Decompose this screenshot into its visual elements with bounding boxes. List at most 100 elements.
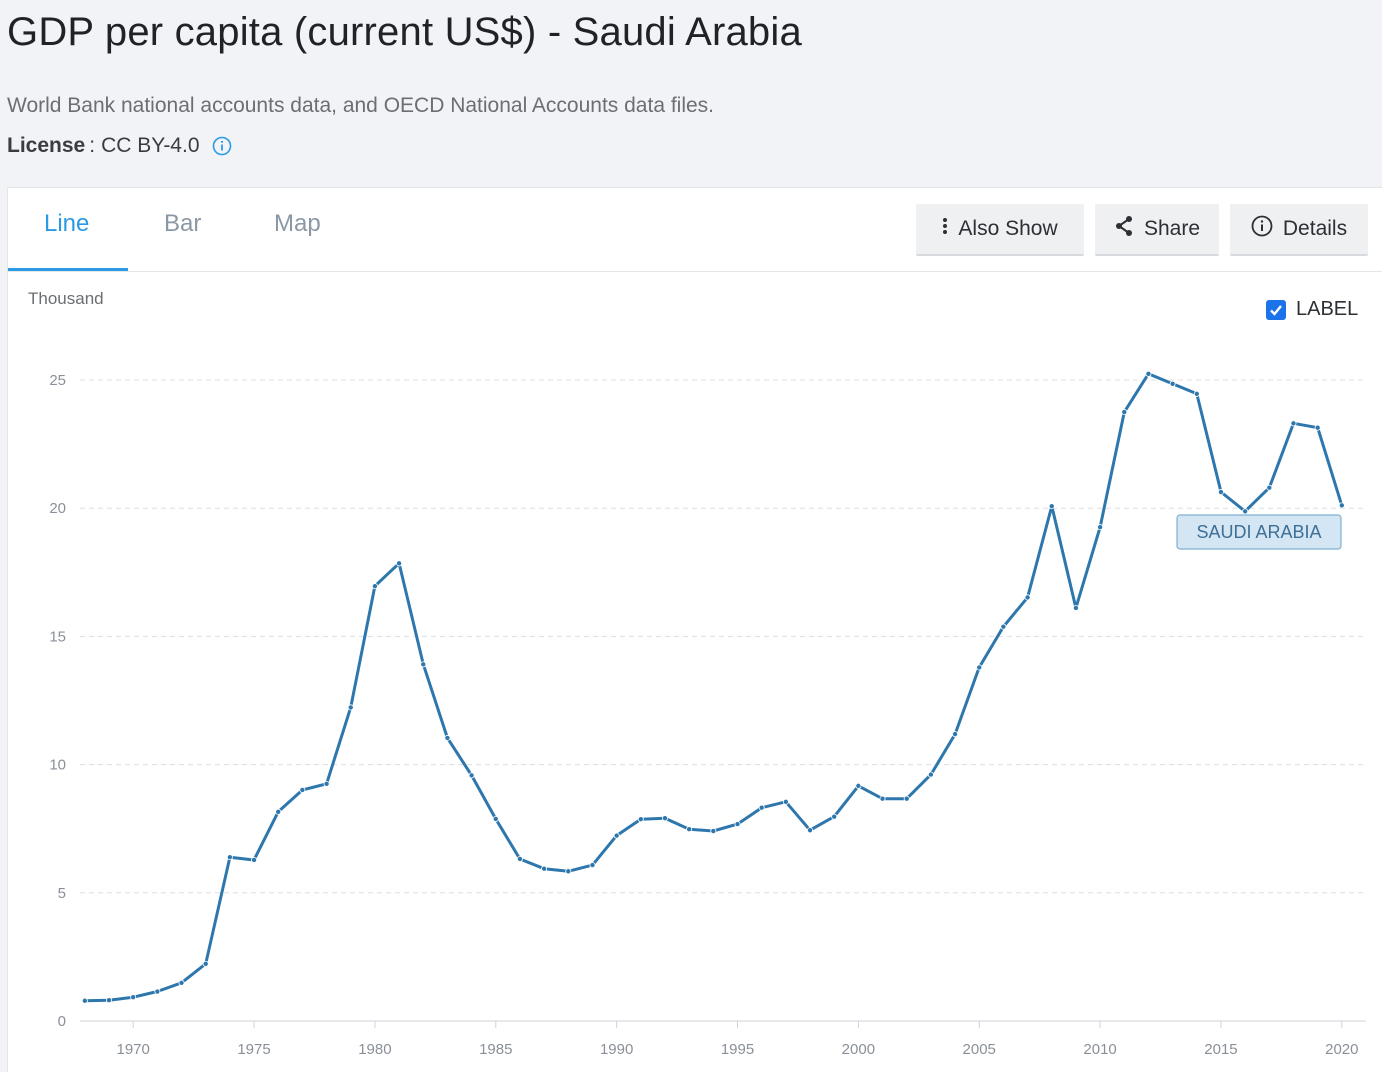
source-note: World Bank national accounts data, and O… xyxy=(7,94,715,117)
data-point[interactable] xyxy=(154,988,161,995)
x-tick-label: 2000 xyxy=(842,1041,875,1058)
data-point[interactable] xyxy=(1193,390,1200,397)
license-value: CC BY-4.0 xyxy=(101,134,200,157)
data-point[interactable] xyxy=(492,815,499,822)
data-point[interactable] xyxy=(710,828,717,835)
data-point[interactable] xyxy=(1217,489,1224,496)
data-point[interactable] xyxy=(758,804,765,811)
also-show-button[interactable]: Also Show xyxy=(916,204,1084,256)
x-tick-label: 1990 xyxy=(600,1041,633,1058)
data-point[interactable] xyxy=(903,795,910,802)
data-point[interactable] xyxy=(1048,503,1055,510)
data-point[interactable] xyxy=(81,997,88,1004)
data-point[interactable] xyxy=(130,994,137,1001)
share-icon xyxy=(1114,215,1134,243)
share-button[interactable]: Share xyxy=(1095,204,1219,256)
series-label-badge: SAUDI ARABIA xyxy=(1176,514,1342,550)
data-point[interactable] xyxy=(371,583,378,590)
data-point[interactable] xyxy=(275,808,282,815)
data-point[interactable] xyxy=(613,832,620,839)
series-badge-box xyxy=(1176,514,1342,550)
data-point[interactable] xyxy=(589,862,596,869)
data-point[interactable] xyxy=(251,856,258,863)
tab-bar[interactable]: Bar xyxy=(164,210,202,237)
data-point[interactable] xyxy=(1097,524,1104,531)
y-tick-label: 5 xyxy=(58,885,66,902)
license-label: License xyxy=(7,134,86,157)
data-point[interactable] xyxy=(976,664,983,671)
data-point[interactable] xyxy=(952,731,959,738)
line-chart: Thousand 0 5 10 15 20 25 1970 1975 1980 1985 1990… xyxy=(28,289,1366,1058)
data-point[interactable] xyxy=(202,960,209,967)
data-point[interactable] xyxy=(347,704,354,711)
x-tick-label: 2005 xyxy=(963,1041,996,1058)
y-tick-label: 25 xyxy=(49,372,66,389)
data-point[interactable] xyxy=(637,816,644,823)
label-toggle[interactable]: LABEL xyxy=(1266,298,1358,321)
data-point[interactable] xyxy=(879,795,886,802)
gridlines xyxy=(80,379,1366,894)
x-tick-label: 2010 xyxy=(1083,1041,1116,1058)
data-point[interactable] xyxy=(420,661,427,668)
also-show-label: Also Show xyxy=(958,217,1058,240)
data-point[interactable] xyxy=(1338,502,1345,509)
data-point[interactable] xyxy=(516,855,523,862)
x-tick-label: 1970 xyxy=(116,1041,149,1058)
series-line xyxy=(84,372,1344,1003)
data-point[interactable] xyxy=(927,771,934,778)
data-point[interactable] xyxy=(1121,409,1128,416)
tab-line[interactable]: Line xyxy=(44,210,90,237)
data-point[interactable] xyxy=(226,854,233,861)
details-button[interactable]: Details xyxy=(1230,204,1368,256)
info-icon[interactable] xyxy=(212,136,232,156)
chart-tabs: Line Bar Map Also Show Share xyxy=(8,188,1382,272)
data-point[interactable] xyxy=(1266,484,1273,491)
data-point[interactable] xyxy=(565,868,572,875)
y-tick-label: 15 xyxy=(49,628,66,645)
y-axis-unit-label: Thousand xyxy=(28,289,104,308)
data-point[interactable] xyxy=(1242,508,1249,515)
data-point[interactable] xyxy=(1072,604,1079,611)
page-title: GDP per capita (current US$) - Saudi Ara… xyxy=(7,10,802,54)
y-tick-label: 20 xyxy=(49,500,66,517)
data-point[interactable] xyxy=(106,997,113,1004)
y-axis: 0 5 10 15 20 25 xyxy=(49,372,66,1030)
active-tab-indicator xyxy=(8,268,128,271)
data-point[interactable] xyxy=(686,826,693,833)
data-point[interactable] xyxy=(807,827,814,834)
data-point[interactable] xyxy=(299,786,306,793)
license-row: License : CC BY-4.0 xyxy=(7,134,232,158)
data-point[interactable] xyxy=(444,734,451,741)
y-tick-label: 10 xyxy=(49,757,66,774)
data-point[interactable] xyxy=(178,979,185,986)
data-point[interactable] xyxy=(734,821,741,828)
data-point[interactable] xyxy=(1314,424,1321,431)
y-tick-label: 0 xyxy=(58,1013,66,1030)
label-toggle-text: LABEL xyxy=(1296,298,1359,320)
x-tick-label: 2020 xyxy=(1325,1041,1358,1058)
data-point[interactable] xyxy=(831,813,838,820)
more-vertical-icon xyxy=(942,217,948,241)
chart-card: Line Bar Map Also Show Share xyxy=(7,187,1382,1072)
data-point[interactable] xyxy=(396,560,403,567)
x-axis: 1970 1975 1980 1985 1990 1995 2000 2005 2010 2015… xyxy=(80,1020,1366,1058)
data-point[interactable] xyxy=(1145,370,1152,377)
data-point[interactable] xyxy=(1000,623,1007,630)
label-checkbox[interactable] xyxy=(1266,299,1286,320)
data-point[interactable] xyxy=(782,798,789,805)
series-badge-text: SAUDI ARABIA xyxy=(1196,522,1321,542)
data-point[interactable] xyxy=(855,782,862,789)
license-separator: : xyxy=(89,134,96,157)
tab-map[interactable]: Map xyxy=(274,210,321,237)
x-tick-label: 2015 xyxy=(1204,1041,1237,1058)
series-saudi-arabia xyxy=(81,370,1345,1004)
x-tick-label: 1980 xyxy=(358,1041,391,1058)
data-point[interactable] xyxy=(323,780,330,787)
data-point[interactable] xyxy=(1169,380,1176,387)
data-point[interactable] xyxy=(661,815,668,822)
share-label: Share xyxy=(1143,217,1201,240)
data-point[interactable] xyxy=(468,772,475,779)
data-point[interactable] xyxy=(541,865,548,872)
data-point[interactable] xyxy=(1024,594,1031,601)
data-point[interactable] xyxy=(1290,420,1297,427)
